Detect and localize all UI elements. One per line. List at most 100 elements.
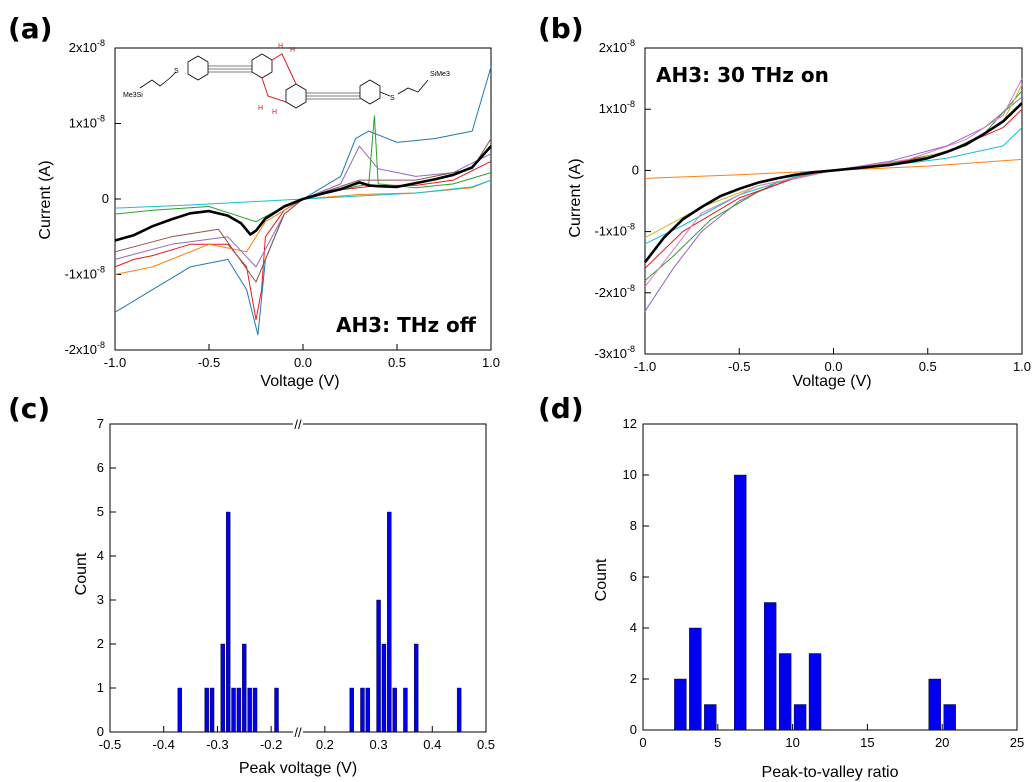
panel-d-bar xyxy=(734,474,747,731)
panel-c-axis-break-gap xyxy=(293,729,303,735)
panel-a-ylabel: Current (A) xyxy=(37,160,54,239)
molecule-right-chain xyxy=(379,79,429,97)
panel-b-series-line xyxy=(644,90,1023,281)
panel-label-d: (d) xyxy=(538,392,584,425)
panel-c-bar xyxy=(392,687,397,733)
panel-a-series-line xyxy=(114,160,492,321)
panel-a-series-line xyxy=(114,145,492,268)
panel-c-bar xyxy=(274,687,279,733)
panel-c-bar xyxy=(387,511,392,733)
panel-b-ytick-label: 2x10-8 xyxy=(599,38,635,55)
panel-c-bar xyxy=(403,687,408,733)
panel-d-ylabel: Count xyxy=(593,558,610,601)
panel-d-plot: 0 5 10 15 20 25 0 2 4 6 8 10 12 xyxy=(623,416,1025,750)
panel-c-ytick-label: 4 xyxy=(97,548,104,563)
molecule-left-label: Me3Si xyxy=(123,92,143,99)
panel-b-series-line xyxy=(643,102,1023,263)
panel-b-series-line xyxy=(644,78,1023,288)
panel-a-annotation: AH3: THz off xyxy=(336,313,477,337)
panel-a-series-line xyxy=(114,66,492,336)
panel-a-xtick-label: -1.0 xyxy=(104,355,126,370)
panel-b-ytick-label: -2x10-8 xyxy=(594,283,635,300)
molecule-hydrogen-4: H xyxy=(272,109,277,116)
panel-a-ytick-label: 0 xyxy=(102,191,109,206)
panel-a-xtick-label: 0.5 xyxy=(388,355,406,370)
panel-c-bar xyxy=(360,687,365,733)
panel-c-ytick-label: 7 xyxy=(97,416,104,431)
panel-a-series-line xyxy=(114,138,492,283)
panel-c-xtick-label: -0.2 xyxy=(260,737,282,752)
panel-d-ytick-label: 8 xyxy=(630,518,637,533)
panel-d-bar xyxy=(928,678,941,731)
panel-d-ytick-label: 10 xyxy=(623,467,637,482)
panel-d-ytick-label: 4 xyxy=(630,620,637,635)
panel-a-series-line xyxy=(114,145,492,242)
molecule-structure-inset: Me3Si S H H H H S SiMe3 xyxy=(123,43,450,116)
panel-d-bar xyxy=(943,704,956,731)
molecule-triple-bond-2 xyxy=(306,92,360,100)
panel-label-c: (c) xyxy=(8,392,50,425)
panel-b-plot: -1.0 -0.5 0.0 0.5 1.0 -3x10-8 -2x10-8 -1x10-8 0 1… xyxy=(594,38,1031,374)
panel-b-ytick-label: 1x10-8 xyxy=(599,99,635,116)
panel-a-ytick-label: 1x10-8 xyxy=(69,114,105,131)
panel-d-xtick-label: 10 xyxy=(785,735,799,750)
molecule-triple-bond-1 xyxy=(208,65,252,73)
panel-d-xlabel: Peak-to-valley ratio xyxy=(762,764,899,781)
panel-label-a: (a) xyxy=(8,12,53,45)
panel-c-frame xyxy=(109,423,487,733)
panel-c-bar xyxy=(456,687,462,733)
panel-c-ytick-label: 1 xyxy=(97,680,104,695)
panel-c-xtick-label: -0.4 xyxy=(153,737,175,752)
panel-d-bar xyxy=(778,653,792,731)
panel-b-ytick-label: 0 xyxy=(632,162,639,177)
panel-a-xtick-label: 1.0 xyxy=(482,355,500,370)
panel-d-ytick-label: 6 xyxy=(630,569,637,584)
panel-b-annotation: AH3: 30 THz on xyxy=(656,63,829,87)
panel-c-bar xyxy=(247,687,252,733)
panel-a-ytick-label: 2x10-8 xyxy=(69,38,105,55)
panel-label-b: (b) xyxy=(538,12,584,45)
panel-d-bar xyxy=(689,627,702,731)
panel-d-xtick-label: 20 xyxy=(935,735,949,750)
panel-b-series-line xyxy=(644,158,1023,179)
panel-b-xlabel: Voltage (V) xyxy=(792,373,871,390)
panel-c-bar xyxy=(177,687,183,733)
panel-b-ytick-label: -1x10-8 xyxy=(594,222,635,239)
panel-a-ytick-label: -2x10-8 xyxy=(64,340,105,357)
panel-c-xtick-label: 0.5 xyxy=(477,737,495,752)
panel-c-axis-break: // xyxy=(294,417,302,432)
molecule-ring-4 xyxy=(359,79,381,105)
panel-c-xtick-label: 0.4 xyxy=(423,737,441,752)
panel-c-bar xyxy=(204,687,209,733)
molecule-sulfur-right: S xyxy=(390,95,395,102)
panel-b-xtick-label: 0.5 xyxy=(919,359,937,374)
molecule-left-chain xyxy=(139,71,177,89)
panel-d-bar xyxy=(793,704,807,731)
panel-c-ylabel: Count xyxy=(73,552,90,595)
molecule-hydrogen-2: H xyxy=(290,47,295,54)
panel-d-xtick-label: 0 xyxy=(639,735,646,750)
panel-c-bar xyxy=(252,687,258,733)
panel-b-xtick-label: -0.5 xyxy=(728,359,750,374)
molecule-ring-3 xyxy=(285,83,307,109)
panel-c-ytick-label: 6 xyxy=(97,460,104,475)
panel-b-xtick-label: 1.0 xyxy=(1013,359,1031,374)
panel-a-series-line xyxy=(114,179,492,275)
panel-d-bar xyxy=(763,602,777,731)
molecule-bridge xyxy=(261,53,297,103)
panel-c-xlabel: Peak voltage (V) xyxy=(239,760,357,777)
panel-c-bar xyxy=(381,643,387,733)
panel-c-bar xyxy=(242,643,247,733)
panel-c-ytick-label: 0 xyxy=(97,724,104,739)
panel-b-frame xyxy=(644,47,1023,355)
panel-a-xlabel: Voltage (V) xyxy=(260,373,339,390)
panel-c-bar xyxy=(220,643,226,733)
panel-c-ytick-label: 3 xyxy=(97,592,104,607)
panel-b-ylabel: Current (A) xyxy=(567,158,584,237)
molecule-hydrogen-1: H xyxy=(278,43,283,50)
panel-d-bar xyxy=(808,653,822,731)
panel-b-xtick-label: -1.0 xyxy=(634,359,656,374)
panel-d-ytick-label: 0 xyxy=(630,722,637,737)
panel-a-series-line xyxy=(114,179,492,209)
